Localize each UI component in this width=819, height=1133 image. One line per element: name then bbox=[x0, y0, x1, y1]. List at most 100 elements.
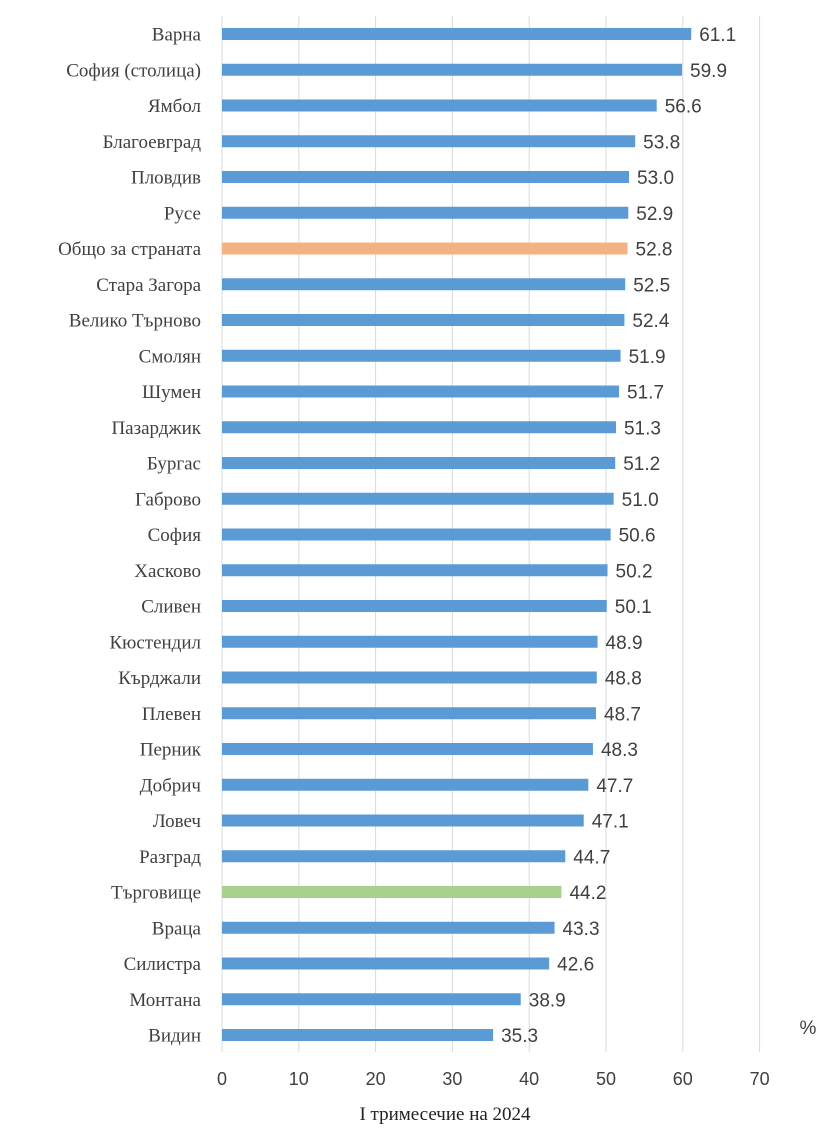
category-label: Велико Търново bbox=[69, 311, 201, 332]
category-label: Пловдив bbox=[131, 168, 201, 189]
category-label: Кърджали bbox=[118, 668, 201, 689]
bar bbox=[222, 886, 562, 898]
bar bbox=[222, 707, 597, 720]
category-label: Перник bbox=[140, 740, 202, 761]
value-label: 35.3 bbox=[501, 1026, 538, 1047]
bar bbox=[222, 1029, 494, 1041]
x-tick-label: 30 bbox=[442, 1069, 462, 1089]
value-labels: 61.1 59.9 56.6 53.8 53.0 52.9 52.8 52.5 52.4 51.9… bbox=[501, 25, 736, 1047]
value-label: 44.2 bbox=[569, 883, 606, 904]
value-label: 61.1 bbox=[699, 25, 736, 46]
value-label: 51.7 bbox=[627, 383, 664, 404]
value-label: 52.5 bbox=[633, 275, 670, 296]
category-label: Благоевград bbox=[103, 132, 202, 153]
value-label: 51.3 bbox=[624, 418, 661, 439]
bar bbox=[222, 28, 692, 40]
bar bbox=[222, 421, 616, 434]
value-label: 51.0 bbox=[622, 490, 659, 511]
x-axis-title: I тримесечие на 2024 bbox=[359, 1104, 531, 1125]
bar bbox=[222, 171, 630, 183]
value-label: 50.6 bbox=[619, 526, 656, 547]
category-label: Враца bbox=[152, 918, 202, 939]
bar bbox=[222, 600, 607, 612]
category-label: Бургас bbox=[147, 454, 201, 475]
value-label: 56.6 bbox=[665, 97, 702, 118]
bar bbox=[222, 457, 616, 469]
category-label: Смолян bbox=[139, 346, 201, 367]
bar bbox=[222, 814, 584, 827]
value-label: 43.3 bbox=[563, 919, 600, 940]
value-label: 50.1 bbox=[615, 597, 652, 618]
bar bbox=[222, 135, 636, 148]
x-tick-label: 70 bbox=[750, 1069, 770, 1089]
value-label: 48.3 bbox=[601, 740, 638, 761]
bar bbox=[222, 314, 625, 326]
category-label: Сливен bbox=[141, 597, 201, 618]
value-label: 51.9 bbox=[629, 347, 666, 368]
value-label: 52.4 bbox=[632, 311, 669, 332]
x-tick-label: 60 bbox=[673, 1069, 693, 1089]
bar bbox=[222, 242, 628, 255]
bar bbox=[222, 957, 550, 970]
category-label: Силистра bbox=[124, 954, 202, 975]
value-label: 52.9 bbox=[636, 204, 673, 225]
value-label: 53.8 bbox=[643, 132, 680, 153]
value-label: 47.1 bbox=[592, 812, 629, 833]
category-label: Разград bbox=[139, 847, 201, 868]
value-label: 38.9 bbox=[529, 990, 566, 1011]
value-label: 50.2 bbox=[616, 561, 653, 582]
bar bbox=[222, 63, 683, 76]
category-label: Варна bbox=[152, 25, 202, 46]
bar bbox=[222, 528, 611, 541]
bar bbox=[222, 850, 566, 863]
bar bbox=[222, 921, 555, 934]
category-label: Добрич bbox=[140, 775, 202, 796]
category-label: Общо за страната bbox=[58, 239, 202, 260]
value-label: 48.9 bbox=[606, 633, 643, 654]
value-label: 48.7 bbox=[604, 704, 641, 725]
value-label: 42.6 bbox=[557, 955, 594, 976]
category-label: Търговище bbox=[111, 883, 201, 904]
bar bbox=[222, 349, 621, 362]
value-label: 47.7 bbox=[596, 776, 633, 797]
category-label: Плевен bbox=[142, 704, 201, 725]
value-label: 48.8 bbox=[605, 669, 642, 690]
bar bbox=[222, 671, 597, 684]
category-label: Хасково bbox=[134, 561, 201, 582]
x-tick-label: 40 bbox=[519, 1069, 539, 1089]
x-tick-labels: 0 10 20 30 40 50 60 70 bbox=[217, 1069, 770, 1089]
x-tick-label: 50 bbox=[596, 1069, 616, 1089]
category-label: Стара Загора bbox=[96, 275, 201, 296]
category-labels: Варна София (столица) Ямбол Благоевград Плов… bbox=[58, 25, 202, 1047]
value-label: 53.0 bbox=[637, 168, 674, 189]
value-label: 44.7 bbox=[573, 847, 610, 868]
x-tick-label: 20 bbox=[366, 1069, 386, 1089]
category-label: София bbox=[148, 525, 202, 546]
category-label: Монтана bbox=[129, 990, 201, 1011]
bar bbox=[222, 492, 614, 505]
category-label: Пазарджик bbox=[111, 418, 201, 439]
value-label: 52.8 bbox=[636, 240, 673, 261]
category-label: Шумен bbox=[142, 382, 201, 403]
category-label: Кюстендил bbox=[109, 632, 201, 653]
value-label: 51.2 bbox=[623, 454, 660, 475]
category-label: Русе bbox=[164, 203, 201, 224]
bar bbox=[222, 564, 608, 577]
bar bbox=[222, 99, 657, 112]
unit-label: % bbox=[800, 1018, 817, 1039]
bar bbox=[222, 385, 620, 398]
bars bbox=[222, 28, 692, 1041]
bar bbox=[222, 778, 589, 791]
bar bbox=[222, 206, 629, 219]
category-label: Видин bbox=[148, 1026, 201, 1047]
x-tick-label: 10 bbox=[289, 1069, 309, 1089]
bar bbox=[222, 993, 521, 1006]
category-label: Ямбол bbox=[148, 96, 202, 117]
category-label: София (столица) bbox=[66, 60, 201, 81]
category-label: Ловеч bbox=[153, 811, 202, 832]
bar bbox=[222, 278, 626, 291]
bar bbox=[222, 743, 593, 755]
bar bbox=[222, 635, 598, 648]
category-label: Габрово bbox=[135, 489, 201, 510]
